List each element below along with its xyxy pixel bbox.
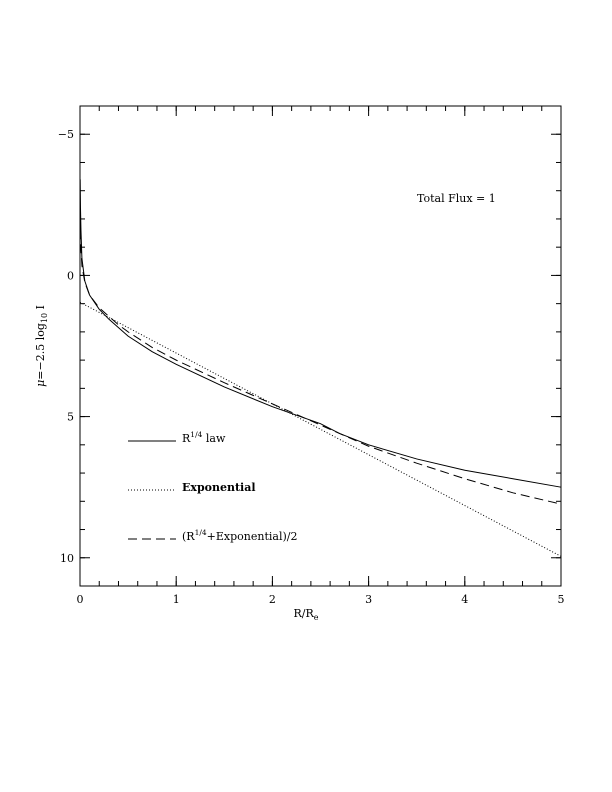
x-tick-label: 3	[365, 593, 372, 606]
y-tick-label: −5	[58, 128, 74, 141]
series-exponential	[79, 301, 562, 557]
annotation-total-flux: Total Flux = 1	[417, 192, 496, 205]
y-tick-label: 5	[67, 411, 74, 424]
series-r14-law	[79, 179, 562, 488]
y-axis-label-tail: I	[34, 305, 47, 313]
x-tick-label: 0	[77, 593, 84, 606]
y-axis-label-sub: 10	[40, 313, 49, 323]
legend-label-r14-sup: 1/4	[190, 430, 202, 439]
legend-label-mix: (R1/4+Exponential)/2	[182, 528, 297, 543]
legend: R1/4 law Exponential (R1/4+Exponential)/…	[128, 430, 297, 543]
series-mix	[79, 230, 562, 505]
y-tick-label: 0	[67, 269, 74, 282]
axis-ticks	[79, 105, 562, 587]
x-tick-label: 1	[173, 593, 180, 606]
y-tick-label: 10	[60, 552, 74, 565]
x-axis-label-sub: e	[314, 613, 319, 622]
legend-label-mix-base: (R	[182, 530, 195, 543]
legend-label-exponential: Exponential	[182, 481, 256, 494]
legend-label-r14-tail: law	[202, 432, 226, 445]
y-axis-label-mu: μ	[34, 380, 47, 387]
x-tick-label: 5	[558, 593, 565, 606]
y-axis-label-eq: =−2.5 log	[34, 323, 47, 380]
series-curves	[79, 179, 562, 557]
x-tick-labels: 0 1 2 3 4 5	[77, 593, 565, 606]
legend-label-r14-base: R	[182, 432, 191, 445]
y-axis-label: μ=−2.5 log10 I	[34, 305, 49, 387]
y-tick-labels: −5 0 5 10	[58, 128, 74, 565]
x-tick-label: 2	[269, 593, 276, 606]
plot-frame	[79, 105, 562, 587]
legend-label-mix-sup: 1/4	[195, 528, 207, 537]
legend-label-mix-tail: +Exponential)/2	[207, 530, 298, 543]
x-axis-label: R/Re	[293, 607, 318, 622]
legend-label-r14: R1/4 law	[182, 430, 226, 445]
x-tick-label: 4	[461, 593, 468, 606]
x-axis-label-main: R/R	[293, 607, 314, 620]
